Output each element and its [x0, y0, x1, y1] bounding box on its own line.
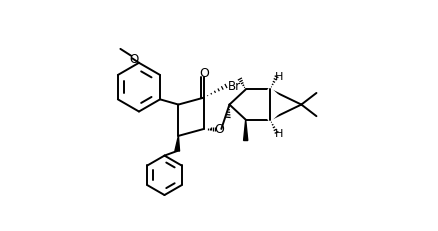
- Polygon shape: [244, 120, 248, 141]
- Text: O: O: [199, 66, 209, 79]
- Text: H: H: [275, 72, 283, 82]
- Text: O: O: [215, 123, 224, 136]
- Polygon shape: [175, 136, 180, 152]
- Text: H: H: [275, 128, 283, 138]
- Text: O: O: [129, 52, 138, 65]
- Text: Br: Br: [228, 80, 241, 93]
